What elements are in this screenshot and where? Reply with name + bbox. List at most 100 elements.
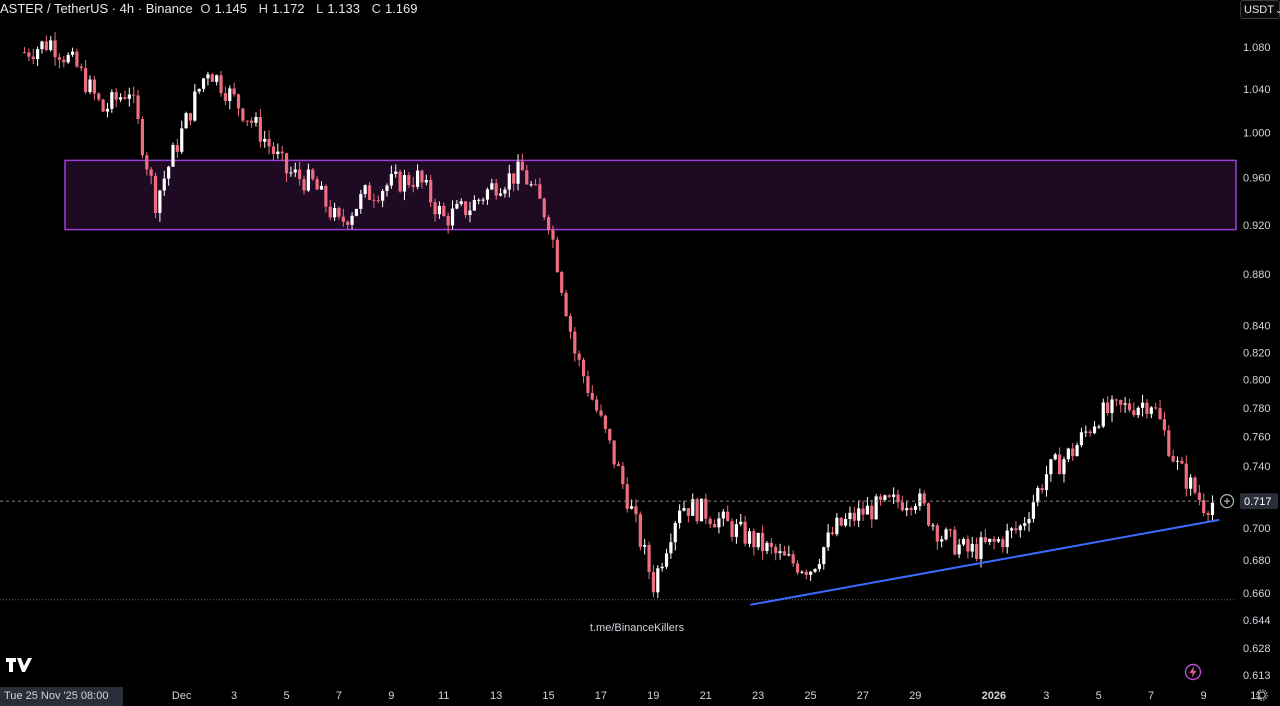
candle-body (136, 95, 140, 120)
candle-body (791, 554, 795, 564)
candle-body (555, 239, 559, 273)
high-value: 1.172 (272, 1, 305, 16)
candle-body (167, 166, 171, 179)
price-tick-label: 0.820 (1243, 347, 1271, 359)
currency-selector-button[interactable]: USDT⌄ (1240, 0, 1280, 19)
candle-body (1206, 513, 1210, 515)
candle-body (909, 508, 913, 510)
candle-body (389, 173, 393, 186)
candle-body (542, 198, 546, 218)
candle-body (966, 538, 970, 552)
candle-body (367, 185, 372, 200)
candle-body (599, 410, 603, 416)
date-tick-label: 7 (1148, 690, 1154, 702)
candle-body (1009, 528, 1014, 531)
candle-body (603, 415, 607, 429)
candle-body (346, 221, 350, 225)
price-tick-label: 0.760 (1243, 432, 1271, 444)
candle-body (1123, 403, 1127, 405)
candle-body (1175, 460, 1180, 462)
symbol-header: ASTER / TetherUS · 4h · Binance O 1.145 H… (0, 0, 426, 18)
candle-body (577, 353, 581, 360)
candle-body (236, 94, 241, 109)
candle-body (36, 49, 40, 60)
price-tick-label: 0.700 (1243, 523, 1271, 535)
candle-body (743, 521, 747, 544)
candle-body (1197, 492, 1201, 500)
candle-body (787, 554, 791, 556)
date-tick-label: 11 (438, 690, 449, 702)
candle-body (629, 506, 634, 509)
candle-body (961, 538, 966, 545)
candle-body (516, 161, 520, 184)
candle-body (44, 41, 48, 51)
candle-body (1058, 454, 1062, 475)
close-value: 1.169 (384, 1, 418, 16)
candle-body (826, 532, 830, 548)
candle-body (215, 75, 219, 82)
candle-body (1001, 539, 1005, 548)
candle-body (311, 169, 315, 180)
close-label: C (371, 1, 381, 16)
candle-body (250, 120, 254, 123)
candle-body (132, 94, 136, 96)
candle-body (337, 207, 341, 217)
candle-body (503, 189, 507, 194)
price-tick-label: 0.740 (1243, 461, 1271, 473)
candle-body (988, 538, 992, 543)
candle-body (289, 172, 293, 174)
candle-body (328, 206, 332, 218)
candle-body (547, 217, 551, 231)
last-price-layer: 0.717 (0, 493, 1278, 510)
trendline-layer (750, 518, 1220, 606)
candle-body (730, 521, 734, 537)
candle-body (407, 175, 411, 185)
candle-body (472, 200, 476, 211)
candle-body (127, 94, 131, 99)
candle-body (830, 532, 835, 535)
lightning-icon[interactable] (1184, 663, 1202, 681)
candle-body (105, 108, 110, 112)
candle-body (75, 51, 79, 67)
candle-body (280, 151, 284, 154)
candle-body (1066, 448, 1070, 460)
candle-body (79, 66, 83, 69)
symbol-title[interactable]: ASTER / TetherUS · 4h · Binance (0, 1, 193, 16)
candle-body (123, 97, 127, 99)
candle-body (887, 495, 891, 497)
candle-body (57, 57, 62, 60)
candle-body (586, 376, 590, 393)
candle-body (1084, 431, 1088, 433)
date-tick-label: 7 (336, 690, 342, 702)
candle-body (870, 505, 874, 520)
candle-body (1062, 459, 1066, 475)
date-tick-label: 9 (388, 690, 394, 702)
candle-body (616, 464, 621, 467)
candle-body (1088, 431, 1092, 434)
price-axis: 1.080 1.040 1.000 0.960 0.920 0.880 0.840 0.820… (1243, 42, 1271, 682)
candle-body (843, 519, 848, 526)
settings-gear-icon[interactable] (1256, 689, 1268, 701)
candle-body (691, 499, 695, 516)
candle-body (1127, 403, 1132, 411)
candle-body (446, 216, 450, 226)
candle-body (1140, 402, 1145, 408)
candle-body (734, 524, 739, 537)
candle-body (874, 496, 878, 520)
supply-zone-layer (64, 159, 1237, 231)
price-tick-label: 0.840 (1243, 321, 1271, 333)
candle-body (948, 529, 953, 531)
candle-body (852, 512, 856, 521)
tradingview-logo-icon[interactable] (6, 658, 32, 672)
candle-body (651, 571, 656, 593)
candle-body (306, 169, 310, 191)
candle-body (918, 493, 922, 507)
candle-body (809, 571, 813, 575)
price-tick-label: 1.000 (1243, 127, 1271, 139)
price-tick-label: 0.960 (1243, 173, 1271, 185)
date-tick-label: 13 (490, 690, 502, 702)
open-label: O (200, 1, 211, 16)
date-tick-label: 3 (1043, 690, 1049, 702)
candle-body (795, 563, 800, 573)
